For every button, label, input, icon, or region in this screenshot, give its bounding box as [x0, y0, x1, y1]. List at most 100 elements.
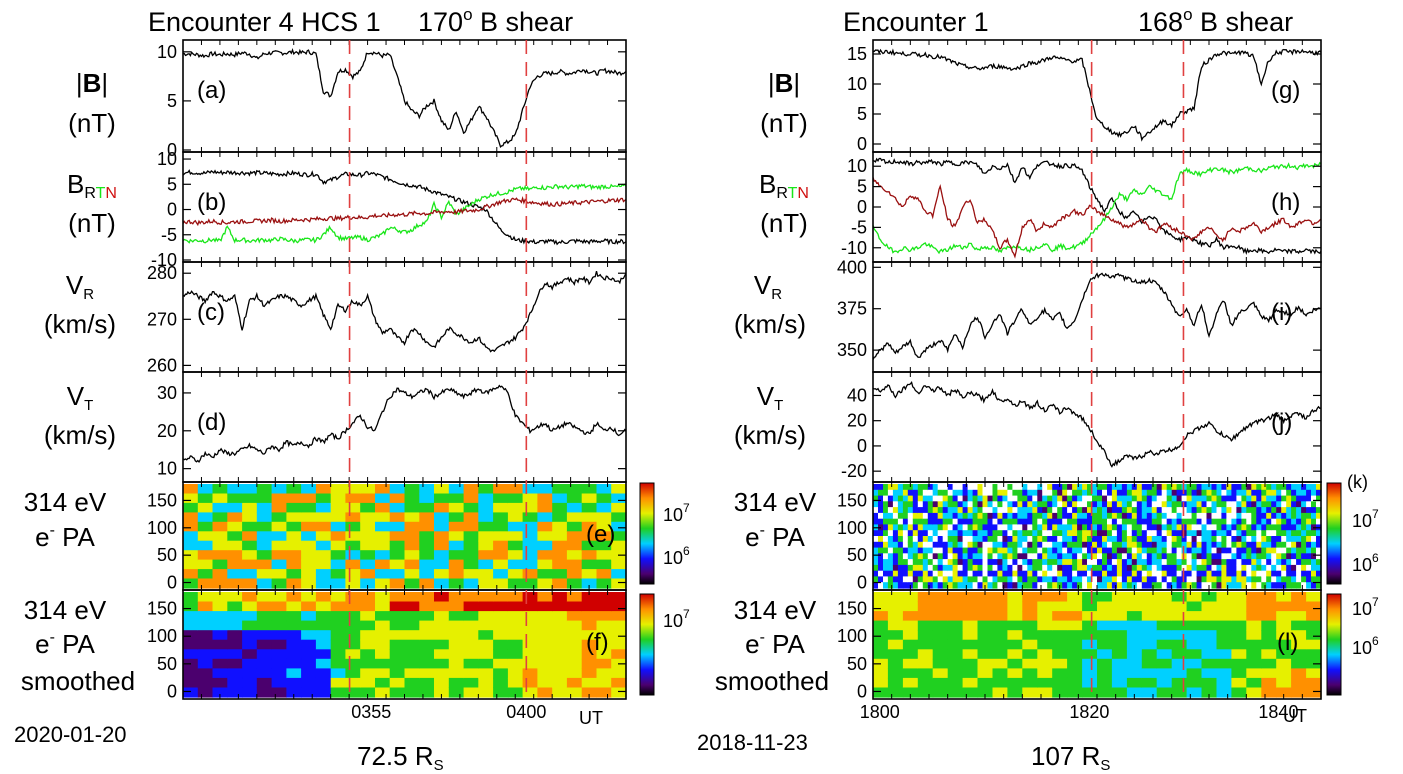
heatmap-cell — [1111, 559, 1118, 566]
right-series-g-|B| — [872, 48, 1322, 142]
heatmap-cell — [1201, 611, 1217, 622]
heatmap-cell — [478, 502, 494, 513]
heatmap-cell — [873, 518, 879, 526]
heatmap-cell — [932, 658, 949, 669]
heatmap-cell — [1062, 512, 1068, 520]
heatmap-cell — [1042, 536, 1048, 543]
heatmap-cell — [1121, 541, 1128, 549]
label-VT: VT — [67, 381, 94, 414]
heatmap-cell — [873, 495, 879, 502]
heatmap-cell — [286, 569, 302, 580]
heatmap-cell — [952, 484, 959, 491]
heatmap-cell — [1291, 601, 1307, 612]
label-B-units: (nT) — [68, 108, 116, 138]
heatmap-cell — [977, 507, 984, 514]
heatmap-cell — [1047, 501, 1053, 508]
heatmap-cell — [1171, 639, 1188, 650]
heatmap-cell — [1216, 518, 1223, 526]
heatmap-cell — [1241, 536, 1247, 543]
heatmap-cell — [1082, 611, 1098, 622]
heatmap-cell — [1057, 547, 1063, 554]
heatmap-cell — [942, 570, 949, 578]
heatmap-cell — [937, 495, 944, 502]
heatmap-cell — [1141, 559, 1148, 566]
heatmap-cell — [1261, 541, 1267, 549]
heatmap-cell — [552, 677, 568, 688]
heatmap-cell — [227, 687, 243, 698]
heatmap-cell — [1271, 582, 1277, 589]
r-label-pa-energy: 314 eV — [734, 487, 817, 517]
heatmap-cell — [1082, 541, 1088, 549]
heatmap-cell — [463, 668, 479, 679]
heatmap-cell — [1072, 489, 1078, 497]
heatmap-cell — [478, 677, 494, 688]
heatmap-cell — [1037, 524, 1043, 531]
heatmap-cell — [1141, 564, 1148, 572]
heatmap-cell — [375, 677, 391, 688]
heatmap-cell — [315, 502, 332, 513]
panel-letter: (i) — [1271, 299, 1292, 326]
heatmap-cell — [197, 630, 214, 641]
right-series-h-T — [872, 161, 1322, 255]
heatmap-cell — [1166, 512, 1173, 520]
heatmap-cell — [927, 547, 934, 554]
heatmap-cell — [1186, 559, 1193, 566]
heatmap-cell — [1311, 530, 1317, 537]
heatmap-cell — [892, 541, 899, 549]
heatmap-cell — [611, 687, 627, 698]
right-title-encounter: Encounter 1 — [843, 7, 989, 37]
heatmap-cell — [1126, 601, 1143, 612]
heatmap-cell — [242, 611, 258, 622]
heatmap-cell — [212, 687, 228, 698]
heatmap-cell — [907, 495, 914, 502]
heatmap-cell — [1007, 541, 1013, 549]
heatmap-cell — [887, 564, 894, 572]
heatmap-cell — [256, 649, 273, 660]
heatmap-cell — [1131, 489, 1138, 497]
heatmap-cell — [522, 484, 538, 495]
heatmap-cell — [419, 559, 435, 570]
heatmap-cell — [507, 578, 524, 589]
heatmap-cell — [1226, 524, 1232, 531]
heatmap-cell — [1211, 518, 1218, 526]
heatmap-cell — [1077, 530, 1083, 537]
heatmap-cell — [883, 518, 889, 526]
heatmap-cell — [522, 601, 538, 612]
heatmap-cell — [1161, 524, 1168, 531]
heatmap-cell — [992, 630, 1008, 641]
heatmap-cell — [972, 484, 979, 491]
heatmap-cell — [952, 536, 959, 543]
heatmap-cell — [1216, 484, 1223, 491]
heatmap-cell — [912, 495, 919, 502]
heatmap-cell — [1256, 495, 1262, 502]
heatmap-cell — [1306, 601, 1322, 612]
ytick-label: 375 — [837, 299, 867, 319]
heatmap-cell — [1017, 484, 1023, 491]
heatmap-cell — [478, 639, 494, 650]
heatmap-cell — [1231, 611, 1247, 622]
heatmap-cell — [1266, 530, 1272, 537]
heatmap-cell — [1236, 501, 1242, 508]
heatmap-cell — [873, 592, 889, 603]
heatmap-cell — [887, 639, 904, 650]
heatmap-cell — [286, 540, 302, 551]
cb-l-1e7: 107 — [1352, 595, 1379, 619]
heatmap-cell — [1062, 484, 1068, 491]
heatmap-cell — [992, 611, 1008, 622]
heatmap-cell — [1146, 530, 1153, 537]
heatmap-cell — [1306, 536, 1312, 543]
heatmap-cell — [942, 541, 949, 549]
heatmap-cell — [1082, 601, 1098, 612]
heatmap-cell — [537, 484, 553, 495]
heatmap-cell — [878, 541, 884, 549]
heatmap-cell — [892, 570, 899, 578]
heatmap-cell — [992, 541, 999, 549]
heatmap-cell — [1216, 501, 1223, 508]
label-VR-units: (km/s) — [44, 309, 116, 339]
heatmap-cell — [1136, 559, 1143, 566]
heatmap-cell — [942, 489, 949, 497]
heatmap-cell — [907, 559, 914, 566]
heatmap-cell — [902, 592, 919, 603]
heatmap-cell — [952, 582, 959, 589]
heatmap-cell — [1097, 592, 1113, 603]
